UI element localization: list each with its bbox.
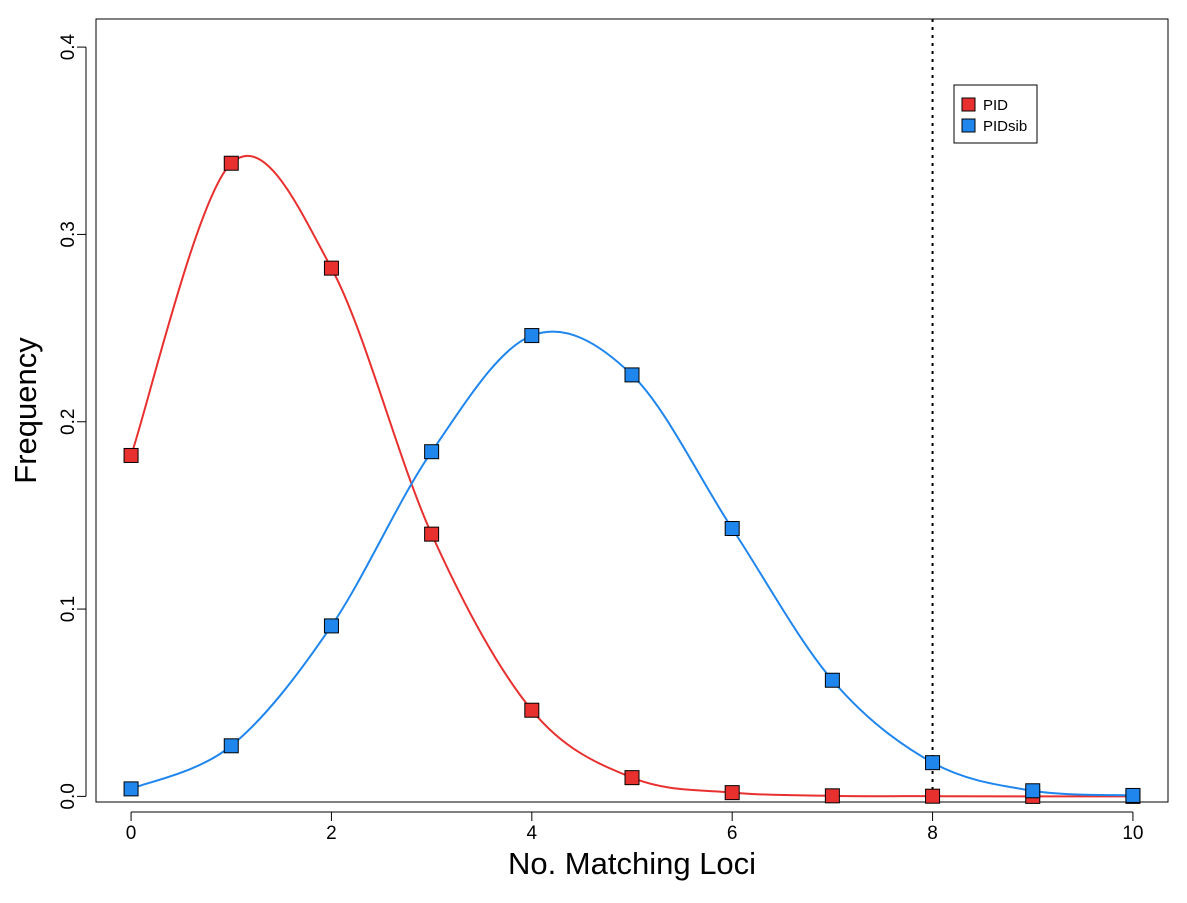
- y-tick-label: 0.3: [58, 221, 79, 247]
- x-tick-label: 8: [927, 823, 938, 844]
- data-point-pidsib-6: [724, 521, 740, 537]
- legend: PID PIDsib: [953, 84, 1038, 144]
- series-pid: [123, 155, 1141, 804]
- data-point-pid-6: [724, 785, 740, 801]
- y-tick-label: 0.2: [58, 409, 79, 435]
- data-point-pid-0: [123, 447, 139, 463]
- data-point-pidsib-8: [925, 755, 941, 771]
- y-tick-label: 0.4: [58, 33, 79, 60]
- y-tick-label: 0.0: [58, 783, 79, 809]
- axes-layer: 0 2 4 6 8 10 0.0 0.1 0.2 0.3 0.4: [58, 33, 1144, 844]
- legend-swatch-pidsib: [961, 118, 976, 133]
- data-point-pidsib-3: [424, 444, 440, 460]
- y-axis-label: Frequency: [8, 337, 43, 484]
- data-point-pidsib-5: [624, 367, 640, 383]
- series-layer: [123, 155, 1141, 804]
- legend-label-pid: PID: [983, 97, 1008, 114]
- x-tick-label: 2: [326, 823, 337, 844]
- data-point-pidsib-9: [1025, 783, 1041, 799]
- data-point-pid-8: [925, 788, 941, 804]
- plot-frame: [95, 18, 1169, 803]
- data-point-pid-3: [424, 526, 440, 542]
- x-tick-label: 4: [527, 823, 538, 844]
- data-point-pidsib-0: [123, 781, 139, 797]
- y-tick-label: 0.1: [58, 596, 79, 622]
- data-point-pidsib-4: [524, 328, 540, 344]
- data-point-pidsib-10: [1125, 787, 1141, 803]
- legend-box: [953, 84, 1038, 144]
- legend-label-pidsib: PIDsib: [983, 118, 1027, 135]
- x-tick-label: 0: [126, 823, 137, 844]
- x-tick-label: 10: [1122, 823, 1143, 844]
- data-point-pid-2: [323, 260, 339, 276]
- x-axis-label: No. Matching Loci: [508, 846, 756, 881]
- data-point-pid-7: [824, 788, 840, 804]
- data-point-pidsib-1: [223, 738, 239, 754]
- x-tick-label: 6: [727, 823, 738, 844]
- data-point-pidsib-2: [323, 618, 339, 634]
- series-pidsib: [123, 328, 1141, 803]
- data-point-pid-1: [223, 155, 239, 171]
- data-point-pid-4: [524, 702, 540, 718]
- legend-swatch-pid: [961, 97, 976, 112]
- data-point-pidsib-7: [824, 672, 840, 688]
- data-point-pid-5: [624, 770, 640, 786]
